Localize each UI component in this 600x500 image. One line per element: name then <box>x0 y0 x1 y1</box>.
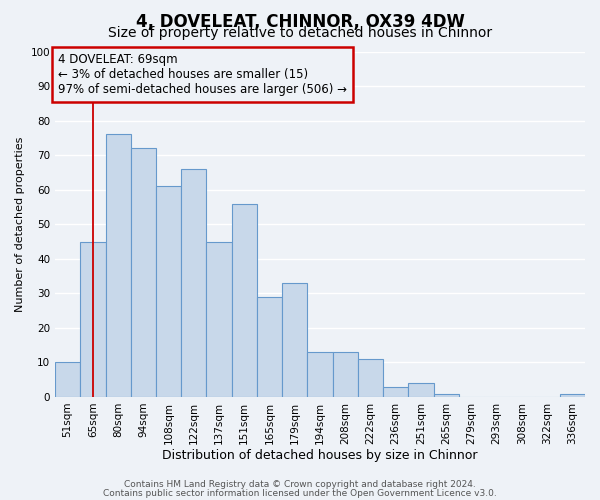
Bar <box>80 242 106 397</box>
Text: 4 DOVELEAT: 69sqm
← 3% of detached houses are smaller (15)
97% of semi-detached : 4 DOVELEAT: 69sqm ← 3% of detached house… <box>58 53 347 96</box>
Bar <box>156 186 181 397</box>
Bar <box>307 352 332 397</box>
Bar <box>434 394 459 397</box>
X-axis label: Distribution of detached houses by size in Chinnor: Distribution of detached houses by size … <box>162 450 478 462</box>
Bar <box>282 283 307 397</box>
Bar <box>409 383 434 397</box>
Text: Size of property relative to detached houses in Chinnor: Size of property relative to detached ho… <box>108 26 492 40</box>
Bar <box>181 169 206 397</box>
Text: 4, DOVELEAT, CHINNOR, OX39 4DW: 4, DOVELEAT, CHINNOR, OX39 4DW <box>136 12 464 30</box>
Bar <box>358 359 383 397</box>
Bar <box>257 297 282 397</box>
Bar <box>206 242 232 397</box>
Bar <box>131 148 156 397</box>
Bar <box>232 204 257 397</box>
Bar <box>332 352 358 397</box>
Text: Contains HM Land Registry data © Crown copyright and database right 2024.: Contains HM Land Registry data © Crown c… <box>124 480 476 489</box>
Bar <box>383 386 409 397</box>
Bar <box>106 134 131 397</box>
Bar <box>55 362 80 397</box>
Y-axis label: Number of detached properties: Number of detached properties <box>15 136 25 312</box>
Bar <box>560 394 585 397</box>
Text: Contains public sector information licensed under the Open Government Licence v3: Contains public sector information licen… <box>103 488 497 498</box>
